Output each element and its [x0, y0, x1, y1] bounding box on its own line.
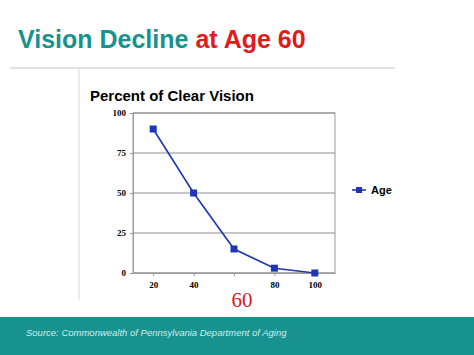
plot-marks [150, 126, 319, 277]
frame-line [79, 68, 80, 300]
subtitle: at Age 60 [195, 25, 305, 53]
y-tick-mark [130, 153, 133, 154]
y-tick: 25 [117, 228, 133, 238]
source: Source: Commonwealth of Pennsylvania Dep… [26, 327, 287, 338]
marker [190, 190, 197, 197]
y-axis: 0 25 50 75 100 [113, 108, 134, 278]
x-tick-mark [153, 273, 154, 276]
plot-frame [133, 113, 335, 273]
y-tick-mark [130, 233, 133, 234]
grid-line [133, 153, 335, 154]
x-tick-label: 20 [149, 280, 159, 290]
marker [311, 270, 318, 277]
marker [271, 265, 278, 272]
annotation: 60 [232, 288, 253, 312]
x-tick: 20 [149, 273, 159, 290]
y-tick: 75 [117, 148, 133, 158]
x-tick: 40 [190, 273, 200, 290]
chart-heading: Percent of Clear Vision [90, 87, 254, 104]
grid [133, 113, 335, 273]
marker [150, 126, 157, 133]
x-tick-label: 100 [309, 280, 323, 290]
x-tick [234, 273, 235, 276]
footer-band [0, 317, 474, 355]
title: Vision Decline [18, 25, 189, 53]
legend: Age [352, 184, 392, 196]
series-line [153, 129, 315, 273]
y-tick-label: 50 [117, 188, 127, 198]
title-line: Vision Declineat Age 60 [18, 25, 306, 53]
y-tick: 100 [113, 108, 134, 118]
x-tick: 80 [270, 273, 280, 290]
grid-line [133, 113, 335, 114]
legend-marker [356, 187, 362, 193]
grid-line [133, 193, 335, 194]
marker [231, 246, 238, 253]
x-tick-label: 80 [270, 280, 280, 290]
y-tick: 50 [117, 188, 133, 198]
y-tick-label: 75 [117, 148, 127, 158]
title-rule [10, 68, 395, 69]
y-axis-line [133, 114, 134, 274]
y-tick-mark [130, 273, 133, 274]
x-tick-mark [234, 273, 235, 276]
slide: Vision Declineat Age 60 Percent of Clear … [0, 0, 474, 355]
y-tick-mark [130, 113, 133, 114]
y-tick-label: 100 [113, 108, 127, 118]
x-tick-label: 40 [190, 280, 200, 290]
y-tick-label: 25 [117, 228, 127, 238]
grid-line [133, 233, 335, 234]
x-tick-mark [274, 273, 275, 276]
y-tick-label: 0 [122, 268, 127, 278]
legend-label: Age [371, 184, 392, 196]
y-tick: 0 [122, 268, 134, 278]
x-tick-mark [194, 273, 195, 276]
y-tick-mark [130, 193, 133, 194]
